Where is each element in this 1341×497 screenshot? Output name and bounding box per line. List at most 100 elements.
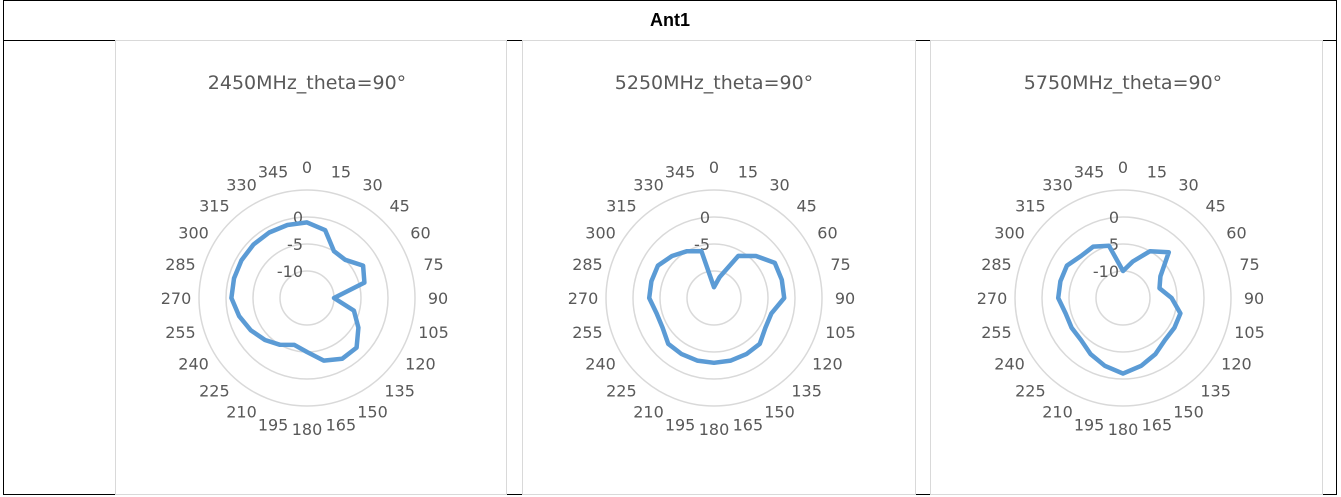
angle-tick-label: 45 [1205,196,1225,215]
angle-tick-label: 105 [825,323,856,342]
angle-tick-label: 195 [1074,416,1105,435]
angle-tick-label: 330 [1042,176,1073,195]
angle-tick-label: 240 [994,355,1025,374]
radar-svg: 5750MHz_theta=90°0 1530456075901051201351… [977,72,1265,439]
angle-tick-label: 0 [302,158,312,177]
angle-tick-label: 75 [1239,255,1259,274]
angle-tick-label: 45 [389,196,409,215]
angle-tick-label: 300 [994,224,1025,243]
chart-title: 5750MHz_theta=90° [1024,72,1222,94]
grid-circle [1014,189,1232,407]
angle-tick-label: 270 [161,289,192,308]
angle-tick-label: 210 [633,402,664,421]
angle-tick-label: 105 [1234,323,1265,342]
radial-tick-label: -5 [287,235,303,254]
series-line [229,220,367,363]
angle-tick-label: 45 [796,196,816,215]
angle-tick-label: 180 [1108,420,1139,439]
header-title: Ant1 [650,10,690,30]
angle-tick-label: 150 [357,402,388,421]
angle-tick-label: 285 [165,255,196,274]
angle-tick-label: 225 [1015,382,1046,401]
angle-tick-label: 255 [572,323,603,342]
angle-tick-label: 30 [769,176,789,195]
radial-tick-label: -10 [1093,262,1119,281]
angle-tick-label: 315 [199,196,230,215]
angle-tick-label: 135 [1200,382,1231,401]
angle-tick-label: 15 [331,162,351,181]
angle-tick-label: 120 [405,355,436,374]
series-line [646,248,787,366]
angle-tick-label: 240 [585,355,616,374]
angle-tick-label: 255 [981,323,1012,342]
angle-tick-label: 300 [178,224,209,243]
angle-tick-label: 315 [606,196,637,215]
angle-tick-label: 90 [428,289,448,308]
angle-tick-label: 285 [572,255,603,274]
angle-tick-label: 30 [362,176,382,195]
angle-tick-label: 105 [418,323,449,342]
angle-tick-label: 165 [733,416,764,435]
angle-tick-label: 165 [1142,416,1173,435]
angle-tick-label: 270 [568,289,599,308]
angle-tick-label: 135 [791,382,822,401]
series-line [1055,243,1183,376]
angle-tick-label: 330 [633,176,664,195]
angle-tick-label: 345 [665,162,696,181]
grid-circle [225,216,389,380]
grid-circle [632,216,796,380]
angle-tick-label: 0 [1118,158,1128,177]
radial-tick-label: -5 [1103,235,1119,254]
radar-chart-2450mhz: 2450MHz_theta=90° 0 15 30 45 60 75 90 105 120 135 1… [115,40,507,495]
grid-circle [1041,216,1205,380]
angle-tick-label: 345 [1074,162,1105,181]
angle-tick-label: 285 [981,255,1012,274]
radar-chart-5250mhz: 5250MHz_theta=90° 0 15 30 45 60 75 90 105 120 135 1… [522,40,916,495]
angle-tick-label: 225 [199,382,230,401]
angle-tick-label: 60 [1226,224,1246,243]
angle-tick-label: 60 [410,224,430,243]
angle-tick-label: 75 [830,255,850,274]
grid-circle [605,189,823,407]
chart-title: 2450MHz_theta=90° [208,72,406,94]
angle-tick-label: 195 [665,416,696,435]
angle-tick-label: 345 [258,162,289,181]
chart-title: 5250MHz_theta=90° [615,72,813,94]
angle-tick-label: 0 [709,158,719,177]
angle-tick-label: 15 [1147,162,1167,181]
radar-svg: 5250MHz_theta=90°0 1530456075901051201351… [568,72,856,439]
angle-tick-label: 315 [1015,196,1046,215]
radial-tick-label: 0 [700,208,710,227]
angle-tick-label: 165 [326,416,357,435]
angle-tick-label: 255 [165,323,196,342]
angle-tick-label: 90 [835,289,855,308]
angle-tick-label: 270 [977,289,1008,308]
angle-tick-label: 135 [384,382,415,401]
radar-svg: 2450MHz_theta=90°0 1530456075901051201351… [161,72,449,439]
angle-tick-label: 150 [1173,402,1204,421]
angle-tick-label: 240 [178,355,209,374]
angle-tick-label: 330 [226,176,257,195]
angle-tick-label: 90 [1244,289,1264,308]
grid-circle [1068,243,1178,353]
radial-tick-label: 0 [1109,208,1119,227]
angle-tick-label: 210 [1042,402,1073,421]
angle-tick-label: 15 [738,162,758,181]
angle-tick-label: 210 [226,402,257,421]
grid-circle [686,270,742,326]
angle-tick-label: 120 [1221,355,1252,374]
angle-tick-label: 75 [423,255,443,274]
angle-tick-label: 180 [699,420,730,439]
angle-tick-label: 225 [606,382,637,401]
radar-chart-5750mhz: 5750MHz_theta=90° 0 15 30 45 60 75 90 105 120 135 1… [930,40,1323,495]
angle-tick-label: 180 [292,420,323,439]
radial-tick-label: -10 [277,262,303,281]
radial-tick-label: 0 [293,208,303,227]
angle-tick-label: 300 [585,224,616,243]
angle-tick-label: 60 [817,224,837,243]
grid-circle [659,243,769,353]
table-header: Ant1 [4,1,1336,41]
angle-tick-label: 195 [258,416,289,435]
angle-tick-label: 150 [764,402,795,421]
angle-tick-label: 30 [1178,176,1198,195]
